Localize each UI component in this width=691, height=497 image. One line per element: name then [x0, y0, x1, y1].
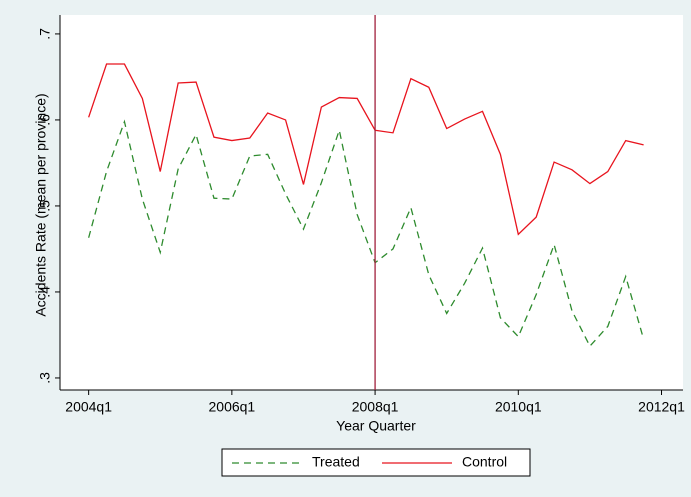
legend-label: Treated — [312, 454, 360, 470]
y-axis-title: Accidents Rate (mean per province) — [33, 93, 49, 316]
series-line — [88, 63, 644, 236]
x-tick-label: 2012q1 — [638, 399, 685, 415]
y-tick-label: .4 — [37, 286, 53, 298]
x-tick-label: 2004q1 — [65, 399, 112, 415]
x-axis-title: Year Quarter — [336, 418, 416, 434]
y-tick-label: .7 — [37, 28, 53, 40]
plot-area — [60, 15, 683, 390]
x-tick-label: 2008q1 — [352, 399, 399, 415]
y-tick-label: .3 — [37, 372, 53, 384]
y-tick-label: .6 — [37, 114, 53, 126]
y-tick-label: .5 — [37, 200, 53, 212]
series-line — [88, 119, 645, 348]
x-tick-label: 2010q1 — [495, 399, 542, 415]
x-tick-label: 2006q1 — [209, 399, 256, 415]
legend-label: Control — [462, 454, 507, 470]
